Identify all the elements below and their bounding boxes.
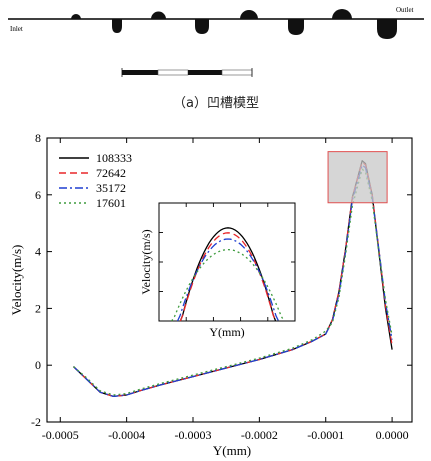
inset-series-line-17601 [171, 248, 285, 322]
x-tick-label: -0.0003 [175, 428, 212, 442]
plot-frame [46, 137, 413, 423]
y-tick-label: -2 [31, 415, 41, 429]
legend-label-35172: 35172 [96, 181, 126, 195]
series-line-35172 [73, 164, 393, 398]
inset-series-line-35172 [176, 238, 280, 322]
x-axis-label: Y(mm) [213, 443, 251, 458]
inset-y-axis-label: Velocity(m/s) [139, 229, 153, 294]
x-tick-label: -0.0001 [307, 428, 344, 442]
x-tick-label: -0.0005 [42, 428, 79, 442]
inset-x-axis-label: Y(mm) [209, 325, 244, 339]
dome-2 [151, 11, 166, 19]
y-tick-label: 4 [35, 245, 41, 259]
inlet-label: Inlet [10, 25, 23, 33]
dome-4 [332, 9, 352, 19]
inset-ticks [159, 203, 295, 321]
outlet-label: Outlet [396, 6, 414, 14]
groove-model-diagram: Inlet Outlet （a）凹槽模型 [8, 6, 424, 111]
cavity-4 [377, 19, 397, 39]
cavity-3 [288, 19, 304, 35]
inset-frame [158, 202, 296, 322]
cavity-2 [195, 19, 209, 34]
highlight-box [327, 151, 388, 204]
model-caption: （a）凹槽模型 [173, 96, 259, 111]
inset-series-lines [171, 227, 285, 322]
scale-bar [121, 68, 253, 77]
x-tick-label: -0.0002 [241, 428, 278, 442]
y-tick-label: 8 [35, 131, 41, 145]
legend-label-17601: 17601 [96, 196, 126, 210]
cavity-1 [112, 19, 122, 33]
y-tick-label: 2 [35, 301, 41, 315]
axis-ticks: -0.0005 -0.0004 -0.0003 -0.0002 -0.0001 0.000… [31, 131, 412, 442]
legend-label-108333: 108333 [96, 151, 132, 165]
y-tick-label: 6 [35, 188, 41, 202]
y-tick-label: 0 [35, 358, 41, 372]
velocity-chart: -0.0005 -0.0004 -0.0003 -0.0002 -0.0001 0.000… [9, 131, 413, 458]
dome-3 [240, 10, 258, 19]
legend-label-72642: 72642 [96, 166, 126, 180]
x-tick-label: -0.0004 [108, 428, 145, 442]
inset-series-line-108333 [179, 227, 277, 322]
y-axis-label: Velocity(m/s) [9, 245, 24, 316]
dome-1 [71, 14, 81, 19]
x-tick-label: 0.0000 [376, 428, 409, 442]
inset-chart: Y(mm) Velocity(m/s) [139, 202, 296, 339]
